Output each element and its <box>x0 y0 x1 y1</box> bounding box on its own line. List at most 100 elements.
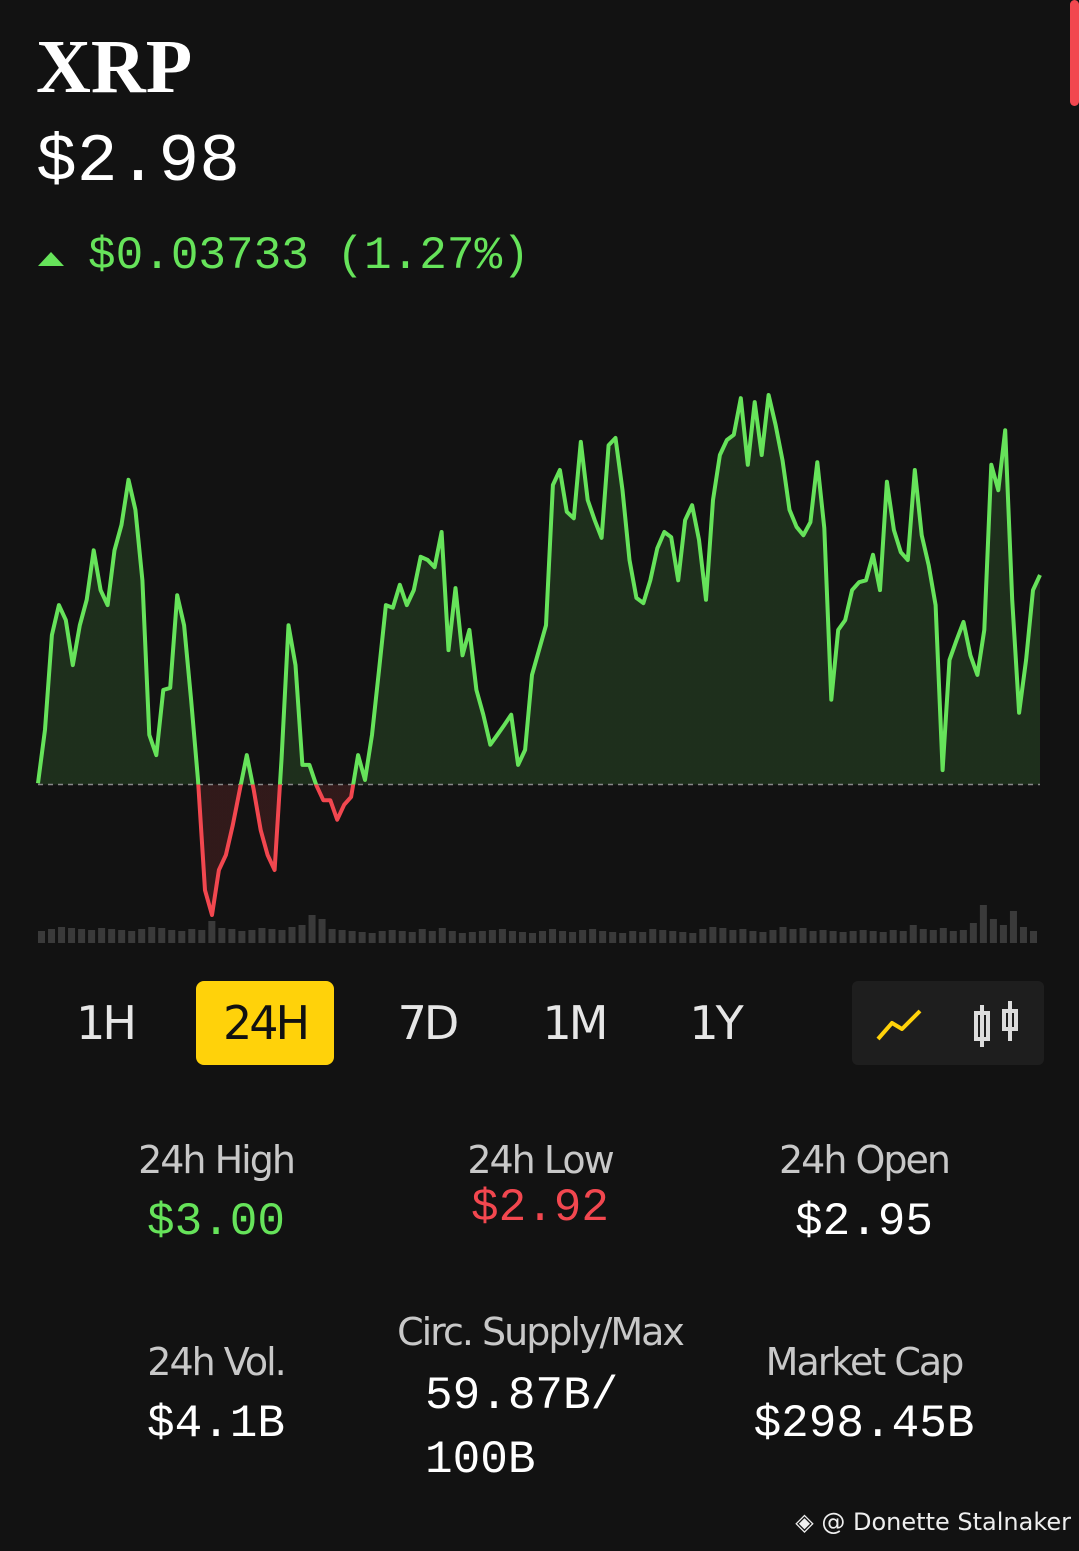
volume-bar <box>338 930 346 943</box>
range-tab[interactable]: 7D <box>397 996 460 1050</box>
volume-bar <box>619 933 627 943</box>
volume-bar <box>819 930 827 943</box>
volume-bar <box>228 929 236 943</box>
volume-bar <box>999 925 1007 943</box>
price-change: $0.03733 (1.27%) <box>88 230 530 282</box>
stat-value: $2.95 <box>794 1196 934 1248</box>
volume-bar <box>348 931 356 943</box>
volume-bar <box>278 930 286 943</box>
volume-bar <box>198 930 206 943</box>
volume-bar <box>869 931 877 943</box>
volume-bar <box>518 932 526 943</box>
volume-bar <box>98 928 106 943</box>
volume-bar <box>308 915 316 943</box>
volume-bar <box>719 928 727 943</box>
toggle-icons <box>876 1001 1018 1047</box>
price-line <box>36 393 1042 917</box>
volume-bar <box>829 931 837 943</box>
volume-bar <box>478 931 486 943</box>
stat-value: $3.00 <box>146 1196 286 1248</box>
volume-bar <box>468 932 476 943</box>
volume-bar <box>258 928 266 943</box>
volume-bar <box>569 932 577 943</box>
volume-bar <box>448 931 456 943</box>
volume-bar <box>398 931 406 943</box>
stat-label: Circ. Supply/Max <box>397 1310 685 1354</box>
volume-bar <box>358 932 366 943</box>
candle-icon[interactable] <box>974 1001 1018 1047</box>
volume-bar <box>959 930 967 943</box>
volume-bar <box>919 929 927 943</box>
volume-bar <box>609 932 617 943</box>
volume-bar <box>188 929 196 943</box>
volume-bar <box>248 930 256 943</box>
volume-bar <box>68 928 76 943</box>
volume-bar <box>498 929 506 943</box>
volume-bar <box>589 929 597 943</box>
volume-bar <box>779 927 787 943</box>
stat: Circ. Supply/Max 59.87B/ 100B <box>380 1310 700 1492</box>
volume-bar <box>208 921 216 943</box>
stat-label: 24h Low <box>467 1138 614 1182</box>
volume-bar <box>48 929 56 943</box>
volume-bar <box>268 929 276 943</box>
volume-bar <box>488 930 496 943</box>
volume-bar <box>579 930 587 943</box>
volume-bar <box>38 931 46 943</box>
volume-bar <box>599 931 607 943</box>
volume-bar <box>929 930 937 943</box>
coin-title: XRP <box>36 25 193 109</box>
volume-bar <box>769 930 777 943</box>
volume-bar <box>1019 927 1027 943</box>
volume-bar <box>158 928 166 943</box>
volume-bar <box>418 929 426 943</box>
volume-bar <box>328 929 336 943</box>
volume-bar <box>438 928 446 943</box>
volume-bar <box>1009 911 1017 943</box>
volume-bar <box>849 931 857 943</box>
volume-bar <box>78 929 86 943</box>
line-icon[interactable] <box>876 1009 922 1041</box>
volume-bar <box>979 905 987 943</box>
price: $2.98 <box>36 124 241 201</box>
volume-bar <box>148 927 156 943</box>
range-tab[interactable]: 24H <box>196 981 334 1065</box>
volume-bar <box>909 925 917 943</box>
volume-bar <box>458 933 466 943</box>
stat-label: 24h High <box>138 1138 296 1182</box>
watermark: ◈ @ Donette Stalnaker <box>795 1508 1071 1536</box>
volume-bar <box>108 929 116 943</box>
volume-bar <box>859 930 867 943</box>
volume-bar <box>669 931 677 943</box>
volume-bar <box>679 932 687 943</box>
scrollbar <box>1070 0 1079 106</box>
volume-bar <box>639 932 647 943</box>
volume-bar <box>809 931 817 943</box>
volume-bar <box>88 930 96 943</box>
volume-bar <box>749 931 757 943</box>
range-tab[interactable]: 1M <box>542 996 609 1050</box>
stat: 24h Open $2.95 <box>704 1138 1024 1248</box>
volume-bar <box>528 933 536 943</box>
volume-bar <box>689 933 697 943</box>
volume-bar <box>969 923 977 943</box>
volume-bar <box>539 931 547 943</box>
stat-label: Market Cap <box>765 1340 965 1384</box>
volume-bar <box>178 931 186 943</box>
volume-bar <box>789 929 797 943</box>
volume-bar <box>288 927 296 943</box>
volume-bar <box>298 925 306 943</box>
range-tab[interactable]: 1H <box>76 996 137 1050</box>
volume-bar <box>889 930 897 943</box>
volume-bar <box>118 930 126 943</box>
stat: Market Cap $298.45B <box>704 1340 1024 1450</box>
volume-bar <box>408 932 416 943</box>
volume-bar <box>559 931 567 943</box>
range-tab[interactable]: 1Y <box>689 996 743 1050</box>
volume-bar <box>989 919 997 943</box>
volume-bar <box>759 932 767 943</box>
stat: 24h Vol. $4.1B <box>56 1340 376 1450</box>
volume-bar <box>138 929 146 943</box>
chart-type-toggle <box>852 981 1044 1065</box>
